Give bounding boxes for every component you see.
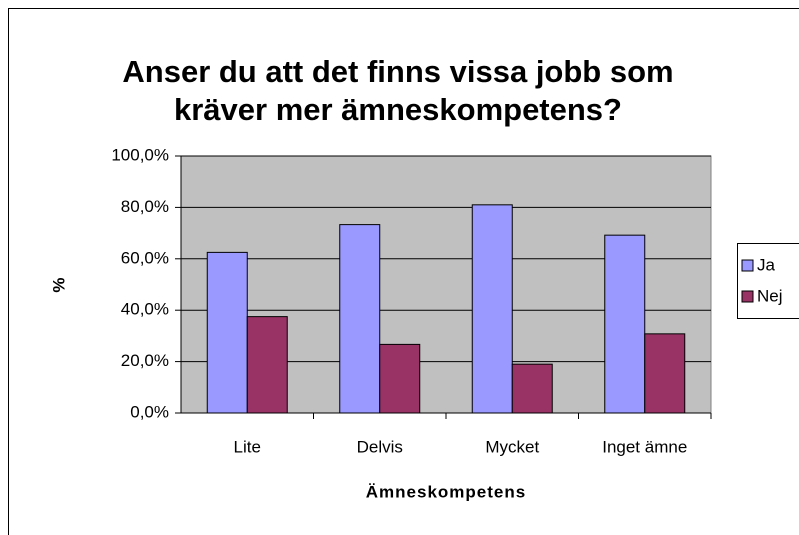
y-tick-label: 80,0% [121, 197, 169, 216]
bar [604, 234, 646, 414]
bar [246, 316, 288, 414]
bar [511, 363, 553, 414]
legend-label: Ja [757, 255, 776, 274]
x-tick-label: Lite [234, 437, 261, 456]
x-tick-label: Mycket [485, 437, 539, 456]
bar [206, 251, 248, 414]
legend-swatch [741, 259, 754, 272]
chart-title: kräver mer ämneskompetens? [174, 92, 622, 127]
bar [471, 204, 513, 414]
y-tick-label: 0,0% [130, 402, 169, 421]
y-tick-label: 100,0% [111, 145, 169, 164]
bar [339, 224, 381, 414]
bar [379, 343, 421, 414]
bar [644, 333, 686, 414]
y-axis-label: % [49, 277, 68, 292]
chart-title: Anser du att det finns vissa jobb som [122, 54, 673, 89]
x-tick-label: Inget ämne [602, 437, 687, 456]
y-tick-label: 20,0% [121, 351, 169, 370]
x-axis-label: Ämneskompetens [366, 482, 526, 501]
x-tick-label: Delvis [357, 437, 403, 456]
legend-label: Nej [757, 286, 783, 305]
y-tick-label: 60,0% [121, 248, 169, 267]
legend-box [737, 243, 799, 319]
y-tick-label: 40,0% [121, 300, 169, 319]
legend-swatch [741, 290, 754, 303]
